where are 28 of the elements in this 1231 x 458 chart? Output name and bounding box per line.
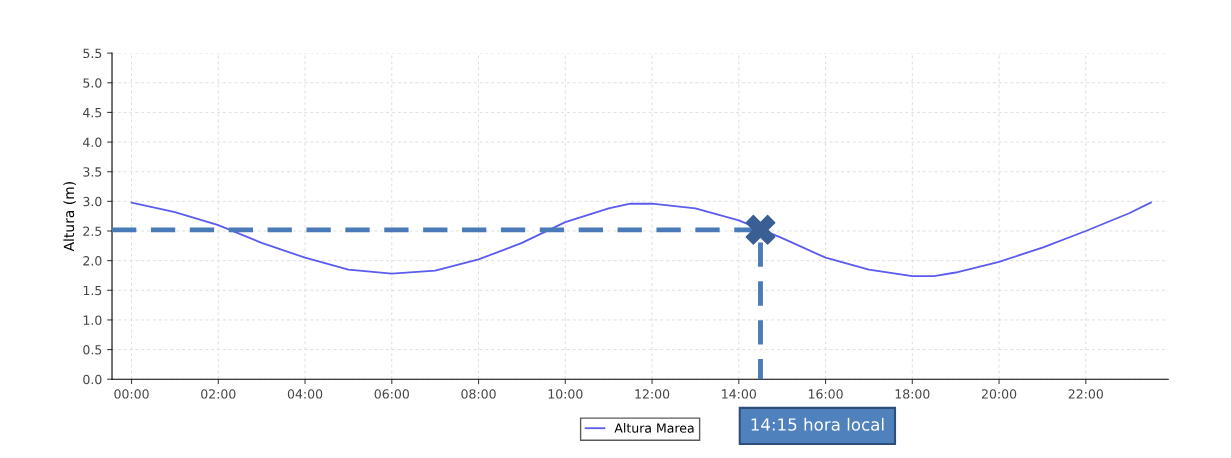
- y-tick-label: 0.5: [83, 345, 102, 355]
- legend-label: Altura Marea: [614, 423, 694, 433]
- x-tick-label: 22:00: [1068, 389, 1103, 399]
- x-tick-label: 14:00: [722, 389, 756, 399]
- x-tick-label: 04:00: [287, 389, 323, 399]
- y-tick-label: 3.5: [83, 167, 102, 177]
- y-tick-label: 2.0: [83, 256, 102, 266]
- y-axis-title: Altura (m): [63, 182, 76, 252]
- x-tick-label: 10:00: [548, 389, 583, 399]
- y-tick-label: 4.0: [83, 137, 102, 147]
- x-tick-label: 06:00: [374, 389, 409, 399]
- y-tick-label: 4.5: [83, 108, 102, 118]
- x-tick-label: 08:00: [461, 389, 496, 399]
- x-tick-label: 00:00: [114, 389, 149, 399]
- x-tick-label: 16:00: [808, 389, 843, 399]
- y-tick-label: 3.0: [83, 196, 102, 207]
- y-tick-label: 1.0: [83, 315, 102, 325]
- y-tick-label: 5.0: [83, 78, 102, 88]
- y-tick-label: 1.5: [83, 285, 102, 296]
- x-tick-label: 20:00: [981, 389, 1017, 399]
- y-tick-label: 2.5: [83, 226, 102, 236]
- x-tick-label: 02:00: [201, 389, 236, 399]
- x-tick-label: 18:00: [895, 389, 930, 399]
- x-tick-label: 12:00: [635, 389, 670, 399]
- line-series: [130, 201, 1152, 277]
- y-tick-label: 0.0: [83, 374, 102, 385]
- text: 14:15 hora local: [751, 417, 884, 431]
- y-tick-label: 5.5: [83, 48, 102, 59]
